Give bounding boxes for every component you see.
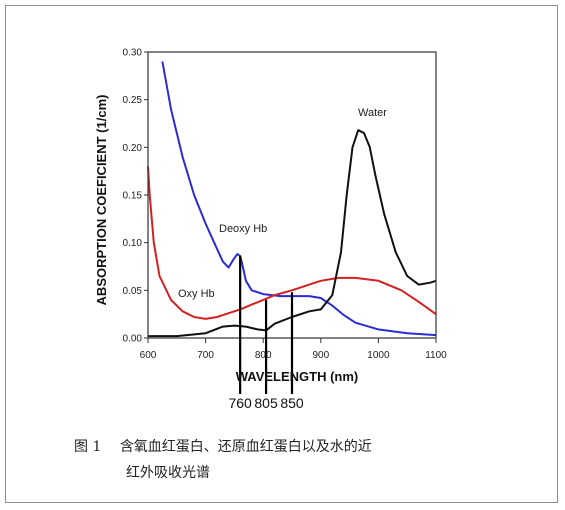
series-line-deoxy-hb — [161, 61, 437, 337]
marker-label-760: 760 — [228, 395, 252, 411]
series-line-water — [148, 129, 437, 338]
annotation-deoxy-hb: Deoxy Hb — [219, 223, 267, 235]
figure-caption: 图 1 含氧血红蛋白、还原血红蛋白以及水的近 红外吸收光谱 — [74, 434, 534, 486]
x-axis-label: WAVELENGTH (nm) — [236, 369, 359, 384]
figure-number: 图 1 — [74, 439, 102, 455]
annotation-water: Water — [358, 107, 387, 119]
y-tick-label: 0.30 — [123, 48, 143, 59]
marker-label-850: 850 — [280, 395, 304, 411]
annotation-oxy-hb: Oxy Hb — [178, 288, 215, 300]
series-line-oxy-hb — [147, 166, 437, 320]
y-axis-label: ABSORPTION COEFICIENT (1/cm) — [94, 95, 109, 306]
marker-label-805: 805 — [254, 395, 278, 411]
x-tick-label: 900 — [312, 350, 329, 361]
y-tick-label: 0.05 — [123, 286, 143, 297]
caption-line-2: 红外吸收光谱 — [126, 465, 210, 481]
figure-frame — [5, 5, 558, 503]
y-tick-label: 0.25 — [123, 95, 143, 106]
y-tick-label: 0.15 — [123, 191, 143, 202]
caption-line-1: 含氧血红蛋白、还原血红蛋白以及水的近 — [119, 439, 372, 455]
x-tick-label: 1100 — [425, 350, 447, 361]
absorption-chart: 600 700 800 900 1000 1100 0.00 0.05 0.10 0.15 0.20… — [94, 48, 447, 412]
y-tick-label: 0.10 — [123, 238, 143, 249]
x-tick-label: 800 — [255, 350, 272, 361]
x-tick-label: 700 — [197, 350, 214, 361]
y-tick-label: 0.00 — [123, 334, 143, 345]
x-tick-label: 1000 — [367, 350, 390, 361]
x-tick-label: 600 — [140, 350, 157, 361]
y-tick-label: 0.20 — [123, 143, 143, 154]
